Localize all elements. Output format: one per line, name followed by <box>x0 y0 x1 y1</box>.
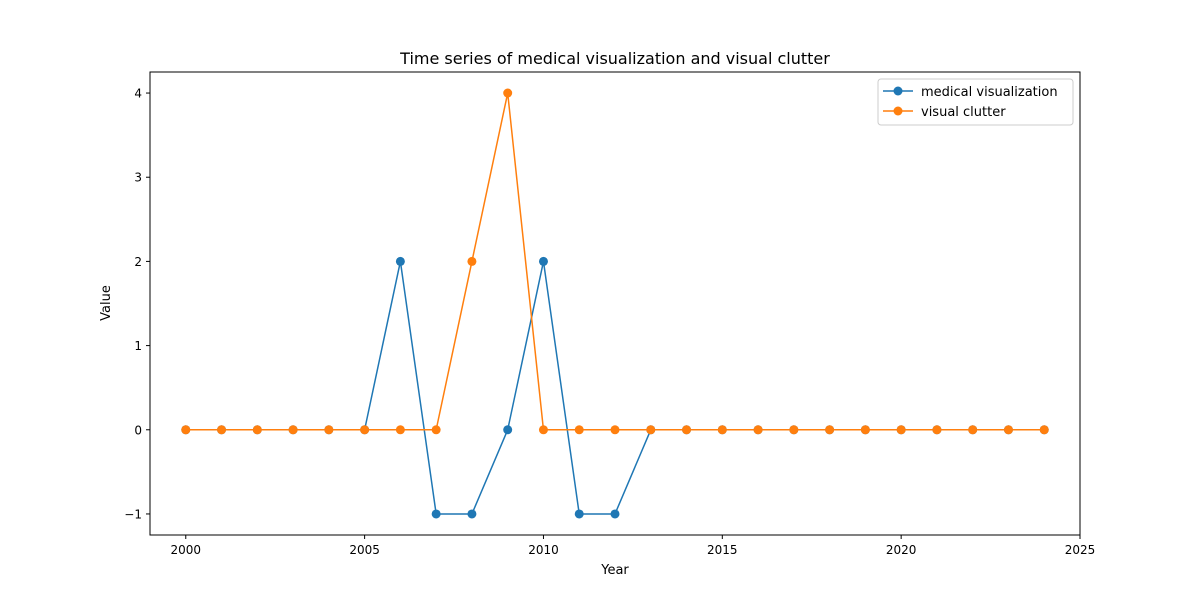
x-tick-label: 2000 <box>170 543 201 557</box>
y-tick-label: 1 <box>134 339 142 353</box>
data-point-medical-visualization <box>395 256 405 266</box>
data-point-visual-clutter <box>395 425 405 435</box>
y-axis: −1 0 1 2 3 4 <box>124 87 150 521</box>
data-point-visual-clutter <box>860 425 870 435</box>
data-point-visual-clutter <box>324 425 334 435</box>
chart-title: Time series of medical visualization and… <box>399 49 830 68</box>
data-point-visual-clutter <box>896 425 906 435</box>
data-point-visual-clutter <box>574 425 584 435</box>
legend-marker-visual-clutter <box>893 106 903 116</box>
x-tick-label: 2010 <box>528 543 559 557</box>
x-tick-label: 2005 <box>349 543 380 557</box>
legend: medical visualization visual clutter <box>877 78 1074 126</box>
data-point-visual-clutter <box>1039 425 1049 435</box>
data-point-medical-visualization <box>574 509 584 519</box>
legend-marker-medical-visualization <box>893 86 903 96</box>
data-point-visual-clutter <box>932 425 942 435</box>
data-point-visual-clutter <box>789 425 799 435</box>
y-tick-label: 4 <box>134 87 142 101</box>
plot-frame <box>149 71 1081 536</box>
data-point-visual-clutter <box>968 425 978 435</box>
data-point-visual-clutter <box>181 425 191 435</box>
data-point-visual-clutter <box>682 425 692 435</box>
data-point-medical-visualization <box>503 425 513 435</box>
data-point-visual-clutter <box>646 425 656 435</box>
x-tick-label: 2015 <box>707 543 738 557</box>
data-point-visual-clutter <box>1003 425 1013 435</box>
data-point-visual-clutter <box>825 425 835 435</box>
data-point-visual-clutter <box>503 88 513 98</box>
data-point-visual-clutter <box>217 425 227 435</box>
y-tick-label: 3 <box>134 171 142 185</box>
data-point-visual-clutter <box>431 425 441 435</box>
data-point-medical-visualization <box>431 509 441 519</box>
data-point-medical-visualization <box>610 509 620 519</box>
x-tick-label: 2020 <box>886 543 917 557</box>
plot-area <box>181 88 1049 519</box>
x-tick-label: 2025 <box>1065 543 1096 557</box>
data-point-visual-clutter <box>717 425 727 435</box>
data-point-medical-visualization <box>467 509 477 519</box>
data-point-visual-clutter <box>360 425 370 435</box>
series-line-visual-clutter <box>185 92 1045 431</box>
data-point-visual-clutter <box>252 425 262 435</box>
data-point-visual-clutter <box>288 425 298 435</box>
series-line-medical-visualization <box>185 260 1045 515</box>
y-axis-label: Value <box>99 285 114 321</box>
x-axis: 2000 2005 2010 2015 2020 2025 <box>170 535 1095 557</box>
y-tick-label: 2 <box>134 255 142 269</box>
legend-label-visual-clutter: visual clutter <box>921 105 1006 120</box>
data-point-visual-clutter <box>467 256 477 266</box>
legend-label-medical-visualization: medical visualization <box>921 85 1058 100</box>
x-axis-label: Year <box>600 563 629 578</box>
data-point-visual-clutter <box>538 425 548 435</box>
y-tick-label: 0 <box>134 423 142 437</box>
y-tick-label: −1 <box>124 507 142 521</box>
data-point-visual-clutter <box>610 425 620 435</box>
legend-box <box>877 78 1074 126</box>
data-point-medical-visualization <box>538 256 548 266</box>
data-point-visual-clutter <box>753 425 763 435</box>
